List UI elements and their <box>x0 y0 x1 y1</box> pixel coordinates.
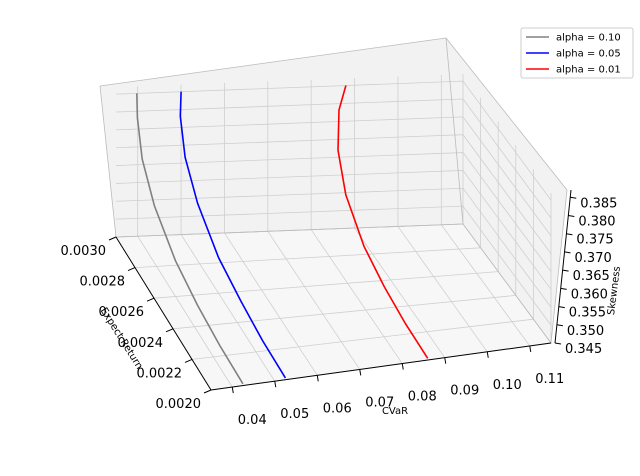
x-tick-label: 0.10 <box>493 378 522 393</box>
x-tick <box>274 381 277 388</box>
y-tick-label: 0.0024 <box>118 336 164 351</box>
z-tick <box>562 269 569 272</box>
y-tick <box>108 236 117 241</box>
y-tick <box>203 389 212 394</box>
x-tick-label: 0.05 <box>280 407 309 422</box>
y-gridline-floor <box>153 271 499 299</box>
legend-box <box>520 27 634 79</box>
z-tick-label: 0.365 <box>573 269 610 284</box>
z-tick <box>564 251 571 254</box>
x-tick-label: 0.08 <box>408 390 437 405</box>
z-gridline <box>115 80 552 201</box>
x-tick-label: 0.06 <box>323 401 352 416</box>
y-tick <box>184 358 193 363</box>
z-tick <box>556 324 563 327</box>
x-axis-label: CVaR <box>382 406 408 417</box>
y-tick <box>165 328 174 333</box>
z-gridline <box>115 187 552 308</box>
series-line <box>136 93 244 385</box>
z-tick <box>560 287 567 290</box>
z-tick-label: 0.350 <box>567 324 604 339</box>
z-tick <box>566 233 573 236</box>
y-tick <box>127 267 136 272</box>
y-gridline-floor <box>134 247 481 268</box>
y-tick-label: 0.0030 <box>61 244 107 259</box>
x-gridline-floor <box>224 232 318 376</box>
z-tick-label: 0.380 <box>578 215 615 230</box>
x-tick <box>486 351 489 358</box>
y-axis-line <box>115 236 212 391</box>
z-tick <box>558 306 565 309</box>
y-tick-label: 0.0022 <box>137 366 183 381</box>
legend-label: alpha = 0.10 <box>556 33 621 44</box>
x-tick <box>529 345 532 353</box>
x-tick <box>444 357 447 364</box>
z-gridline <box>115 152 552 272</box>
z-tick-label: 0.345 <box>565 342 602 357</box>
pane-edge-top-right <box>445 37 568 191</box>
z-tick-label: 0.355 <box>569 306 606 321</box>
y-tick-label: 0.0028 <box>80 275 126 290</box>
z-gridline <box>115 134 552 254</box>
z-gridline <box>115 116 552 237</box>
z-tick <box>570 196 577 199</box>
x-gridline-floor <box>267 231 361 370</box>
y-tick-label: 0.0020 <box>156 397 202 412</box>
z-tick-label: 0.375 <box>576 233 613 248</box>
z-tick <box>554 342 562 345</box>
x-tick-label: 0.07 <box>365 395 394 410</box>
pane-edge-corner <box>445 37 464 225</box>
z-gridline <box>115 205 552 326</box>
x-tick <box>231 386 234 394</box>
y-gridline-floor <box>172 295 516 330</box>
x-gridline-floor <box>397 226 488 353</box>
x-gridline-floor <box>180 234 276 382</box>
right-pane <box>446 38 567 343</box>
legend-label: alpha = 0.01 <box>556 65 621 76</box>
x-gridline-floor <box>354 227 446 358</box>
x-tick-label: 0.09 <box>450 384 479 399</box>
z-gridline <box>115 170 552 290</box>
z-tick-label: 0.370 <box>575 251 612 266</box>
x-tick-label: 0.04 <box>238 413 267 428</box>
x-tick-label: 0.11 <box>535 372 564 387</box>
x-gridline-floor <box>137 235 233 388</box>
x-axis-line <box>210 342 552 391</box>
x-tick <box>359 369 362 376</box>
z-tick <box>568 215 575 217</box>
z-tick-label: 0.360 <box>571 287 608 302</box>
floor-pane <box>116 224 551 390</box>
y-tick <box>146 297 155 302</box>
series-line <box>337 85 429 359</box>
y-tick-label: 0.0026 <box>99 305 145 320</box>
legend-label: alpha = 0.05 <box>556 49 621 60</box>
series-line <box>179 91 287 379</box>
x-gridline-floor <box>440 224 531 347</box>
back-pane <box>100 38 463 237</box>
y-gridline-floor <box>191 318 534 360</box>
x-tick <box>316 375 319 382</box>
z-tick-label: 0.385 <box>580 196 617 211</box>
x-gridline-floor <box>310 229 403 364</box>
x-tick <box>401 363 404 370</box>
z-gridline <box>115 98 552 219</box>
pane-edge-top-back <box>99 37 447 87</box>
